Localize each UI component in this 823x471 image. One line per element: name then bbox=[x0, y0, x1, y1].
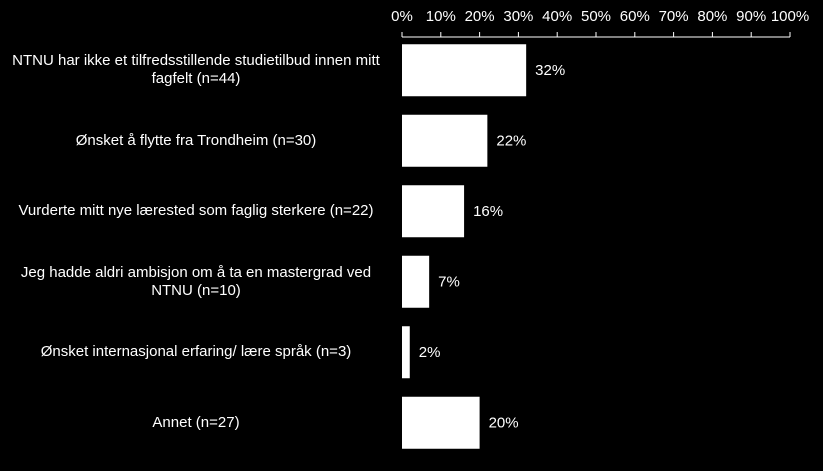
value-label: 22% bbox=[496, 133, 526, 150]
category-label: Annet (n=27) bbox=[152, 413, 240, 431]
value-label: 16% bbox=[473, 203, 503, 220]
category-label: Ønsket å flytte fra Trondheim (n=30) bbox=[75, 131, 317, 149]
category-label: Ønsket internasjonal erfaring/ lære språ… bbox=[40, 343, 352, 361]
value-label: 7% bbox=[438, 274, 460, 291]
bar bbox=[402, 255, 430, 308]
category-label: Jeg hadde aldri ambisjon om å ta en mast… bbox=[20, 263, 372, 299]
x-tick-label: 10% bbox=[426, 8, 456, 25]
value-label: 2% bbox=[419, 344, 441, 361]
x-tick-label: 80% bbox=[697, 8, 727, 25]
bar bbox=[402, 44, 527, 97]
x-tick-label: 0% bbox=[391, 8, 413, 25]
x-tick-label: 50% bbox=[581, 8, 611, 25]
x-tick-label: 20% bbox=[465, 8, 495, 25]
bar bbox=[402, 396, 480, 449]
bar bbox=[402, 326, 410, 379]
bar bbox=[402, 185, 465, 238]
value-label: 20% bbox=[489, 415, 519, 432]
x-tick-label: 60% bbox=[620, 8, 650, 25]
category-label: NTNU har ikke et tilfredsstillende studi… bbox=[12, 52, 380, 88]
bar bbox=[402, 114, 488, 167]
category-label: Vurderte mitt nye lærested som faglig st… bbox=[18, 202, 374, 220]
value-label: 32% bbox=[535, 62, 565, 79]
x-tick-label: 40% bbox=[542, 8, 572, 25]
x-tick-label: 30% bbox=[503, 8, 533, 25]
x-tick-label: 70% bbox=[659, 8, 689, 25]
x-tick-label: 100% bbox=[771, 8, 809, 25]
x-tick-label: 90% bbox=[736, 8, 766, 25]
